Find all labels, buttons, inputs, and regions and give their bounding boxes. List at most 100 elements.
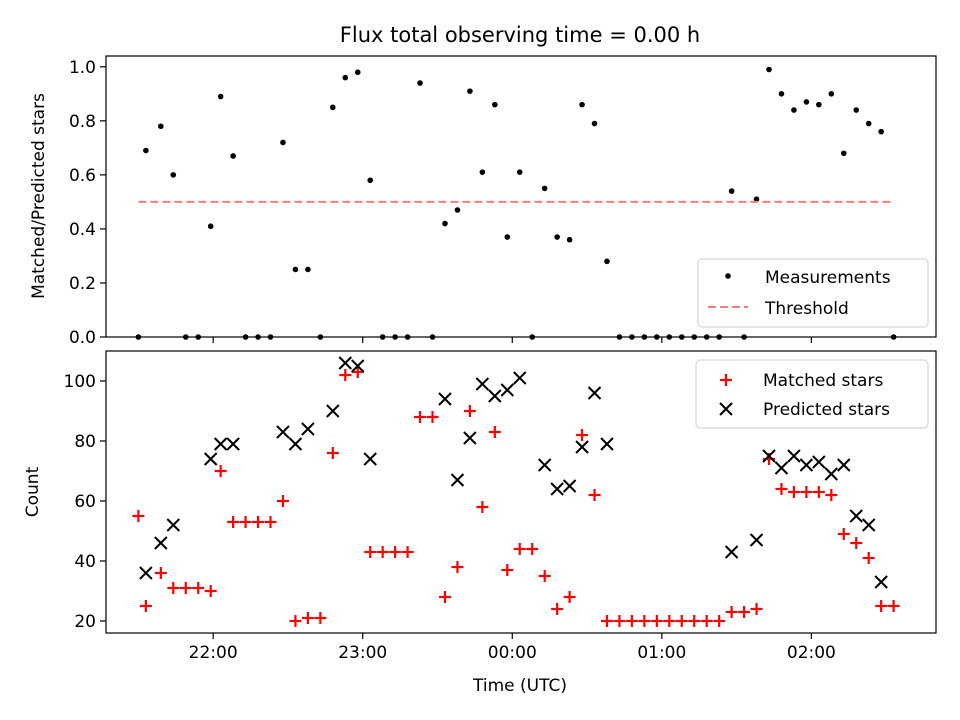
point-matched-stars-1 <box>139 600 152 612</box>
point-predicted-stars-4 <box>213 437 228 451</box>
point-predicted-stars-30 <box>787 449 801 463</box>
point-matched-stars-18 <box>351 366 364 378</box>
point-matched-stars-47 <box>713 615 726 627</box>
point-matched-stars-49 <box>738 606 751 618</box>
point-measurements-47 <box>716 334 722 340</box>
top-y-tick-label-4: 0.8 <box>69 112 96 132</box>
point-predicted-stars-7 <box>288 437 303 451</box>
point-predicted-stars-8 <box>301 422 315 436</box>
point-measurements-41 <box>641 334 648 340</box>
point-matched-stars-24 <box>426 411 439 423</box>
point-matched-stars-54 <box>800 486 813 498</box>
point-measurements-53 <box>791 107 797 113</box>
point-matched-stars-10 <box>252 516 265 528</box>
point-matched-stars-2 <box>154 567 167 579</box>
point-predicted-stars-22 <box>562 479 577 493</box>
point-matched-stars-6 <box>204 585 217 597</box>
point-matched-stars-33 <box>538 570 551 582</box>
point-measurements-55 <box>816 101 822 108</box>
top-legend-box <box>697 258 929 328</box>
point-measurements-1 <box>143 147 149 154</box>
point-matched-stars-25 <box>438 591 451 603</box>
point-predicted-stars-24 <box>587 386 602 400</box>
point-measurements-39 <box>616 334 623 340</box>
point-measurements-24 <box>429 334 436 340</box>
point-measurements-43 <box>666 334 673 340</box>
point-predicted-stars-6 <box>276 425 290 439</box>
point-matched-stars-46 <box>700 615 713 627</box>
point-matched-stars-5 <box>192 582 205 594</box>
point-matched-stars-29 <box>488 426 501 438</box>
point-measurements-59 <box>865 120 872 127</box>
point-measurements-31 <box>516 169 523 175</box>
point-predicted-stars-16 <box>475 377 490 391</box>
point-matched-stars-56 <box>825 489 838 501</box>
point-matched-stars-43 <box>663 615 676 627</box>
point-predicted-stars-34 <box>837 458 851 472</box>
point-matched-stars-52 <box>775 483 788 495</box>
point-matched-stars-38 <box>600 615 613 627</box>
point-measurements-28 <box>479 169 486 175</box>
point-matched-stars-28 <box>476 501 489 513</box>
point-predicted-stars-26 <box>724 545 739 559</box>
top-legend: Measurements Threshold <box>697 258 929 328</box>
point-matched-stars-44 <box>675 615 688 627</box>
point-measurements-21 <box>392 334 398 340</box>
top-y-tick-label-0: 0.0 <box>69 328 96 348</box>
point-measurements-42 <box>654 334 660 340</box>
bottom-y-axis-label: Count <box>23 466 43 517</box>
top-y-tick-label-2: 0.4 <box>69 220 96 240</box>
x-axis-label: Time (UTC) <box>472 676 567 696</box>
point-measurements-13 <box>292 266 299 273</box>
legend-marker-matched-stars <box>720 374 732 386</box>
bottom-y-tick-label-1: 40 <box>74 552 96 572</box>
point-predicted-stars-25 <box>600 437 614 451</box>
top-y-tick-label-5: 1.0 <box>69 58 96 78</box>
point-measurements-8 <box>230 153 236 159</box>
point-matched-stars-45 <box>688 615 701 627</box>
bottom-y-tick-label-0: 20 <box>74 612 96 632</box>
point-measurements-35 <box>566 236 573 243</box>
point-measurements-0 <box>135 334 142 340</box>
point-measurements-51 <box>766 66 772 73</box>
point-matched-stars-17 <box>339 369 352 381</box>
point-predicted-stars-37 <box>874 575 888 589</box>
top-y-tick-label-1: 0.2 <box>69 274 96 294</box>
point-measurements-34 <box>554 234 560 240</box>
point-measurements-27 <box>467 88 473 94</box>
point-predicted-stars-19 <box>513 371 527 385</box>
bottom-y-tick-label-4: 100 <box>64 372 96 392</box>
point-matched-stars-60 <box>875 600 888 612</box>
point-matched-stars-30 <box>501 564 514 576</box>
point-predicted-stars-29 <box>774 461 789 475</box>
point-matched-stars-35 <box>563 591 576 603</box>
point-matched-stars-3 <box>167 582 180 594</box>
point-predicted-stars-9 <box>326 404 340 418</box>
point-measurements-46 <box>703 334 710 340</box>
bottom-y-tick-label-2: 60 <box>74 492 96 512</box>
legend-label-predicted-stars: Predicted stars <box>763 400 890 420</box>
point-measurements-44 <box>678 334 685 340</box>
point-matched-stars-23 <box>414 411 427 423</box>
point-predicted-stars-11 <box>351 359 365 373</box>
top-x-ticks <box>212 337 812 343</box>
point-measurements-37 <box>591 120 598 127</box>
point-predicted-stars-18 <box>500 383 514 397</box>
top-y-axis-label: Matched/Predicted stars <box>29 93 49 299</box>
point-measurements-7 <box>217 93 224 100</box>
point-measurements-15 <box>317 334 324 340</box>
point-matched-stars-11 <box>264 516 277 528</box>
point-measurements-11 <box>267 334 274 340</box>
point-measurements-29 <box>492 101 498 108</box>
point-matched-stars-53 <box>787 486 800 498</box>
point-matched-stars-4 <box>179 582 192 594</box>
legend-marker-predicted-stars <box>719 402 733 416</box>
bottom-x-ticks: 22:00 23:00 00:00 01:00 02:00 <box>189 633 836 663</box>
point-predicted-stars-27 <box>749 533 764 547</box>
point-matched-stars-14 <box>301 612 314 624</box>
point-predicted-stars-28 <box>762 449 776 463</box>
x-tick-label-2: 00:00 <box>488 643 537 663</box>
x-tick-label-4: 02:00 <box>787 643 836 663</box>
point-matched-stars-58 <box>850 537 863 549</box>
point-measurements-22 <box>404 334 411 340</box>
